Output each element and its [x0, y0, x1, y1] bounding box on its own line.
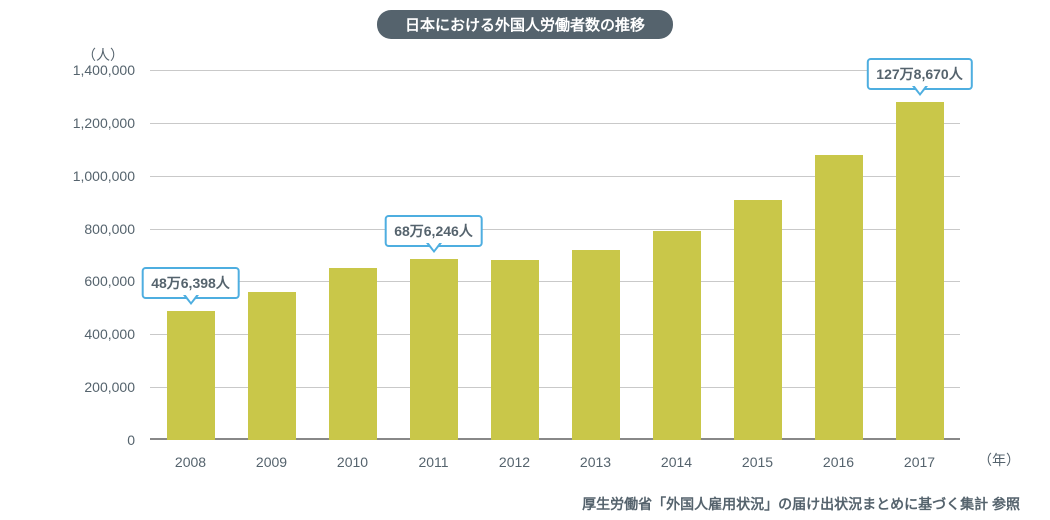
y-tick-label: 200,000 — [30, 379, 135, 395]
x-axis-unit: （年） — [978, 450, 1020, 470]
y-tick-label: 1,200,000 — [30, 115, 135, 131]
x-tick-label: 2015 — [742, 454, 773, 470]
y-tick-label: 600,000 — [30, 273, 135, 289]
bar — [734, 200, 782, 441]
bar — [167, 311, 215, 440]
chart-title: 日本における外国人労働者数の推移 — [377, 10, 673, 39]
callout-pointer-icon — [183, 295, 199, 305]
x-tick-label: 2014 — [661, 454, 692, 470]
x-tick-label: 2008 — [175, 454, 206, 470]
callout-pointer-icon — [912, 86, 928, 96]
callout-pointer-icon — [426, 243, 442, 253]
x-tick-label: 2012 — [499, 454, 530, 470]
bar — [410, 259, 458, 440]
bar — [491, 260, 539, 440]
y-tick-label: 800,000 — [30, 221, 135, 237]
gridline — [150, 70, 960, 71]
x-tick-label: 2010 — [337, 454, 368, 470]
bar — [896, 102, 944, 440]
gridline — [150, 123, 960, 124]
x-tick-label: 2009 — [256, 454, 287, 470]
bar — [248, 292, 296, 440]
bar — [572, 250, 620, 440]
y-tick-label: 1,400,000 — [30, 62, 135, 78]
x-tick-label: 2013 — [580, 454, 611, 470]
bar — [653, 231, 701, 440]
y-tick-label: 400,000 — [30, 326, 135, 342]
x-tick-label: 2011 — [418, 454, 448, 470]
bar — [815, 155, 863, 440]
chart-container: （人） 0200,000400,000600,000800,0001,000,0… — [30, 50, 1020, 470]
x-tick-label: 2016 — [823, 454, 854, 470]
x-tick-label: 2017 — [904, 454, 935, 470]
y-tick-label: 0 — [30, 432, 135, 448]
bar — [329, 268, 377, 440]
source-citation: 厚生労働省「外国人雇用状況」の届け出状況まとめに基づく集計 参照 — [582, 494, 1020, 514]
y-tick-label: 1,000,000 — [30, 168, 135, 184]
